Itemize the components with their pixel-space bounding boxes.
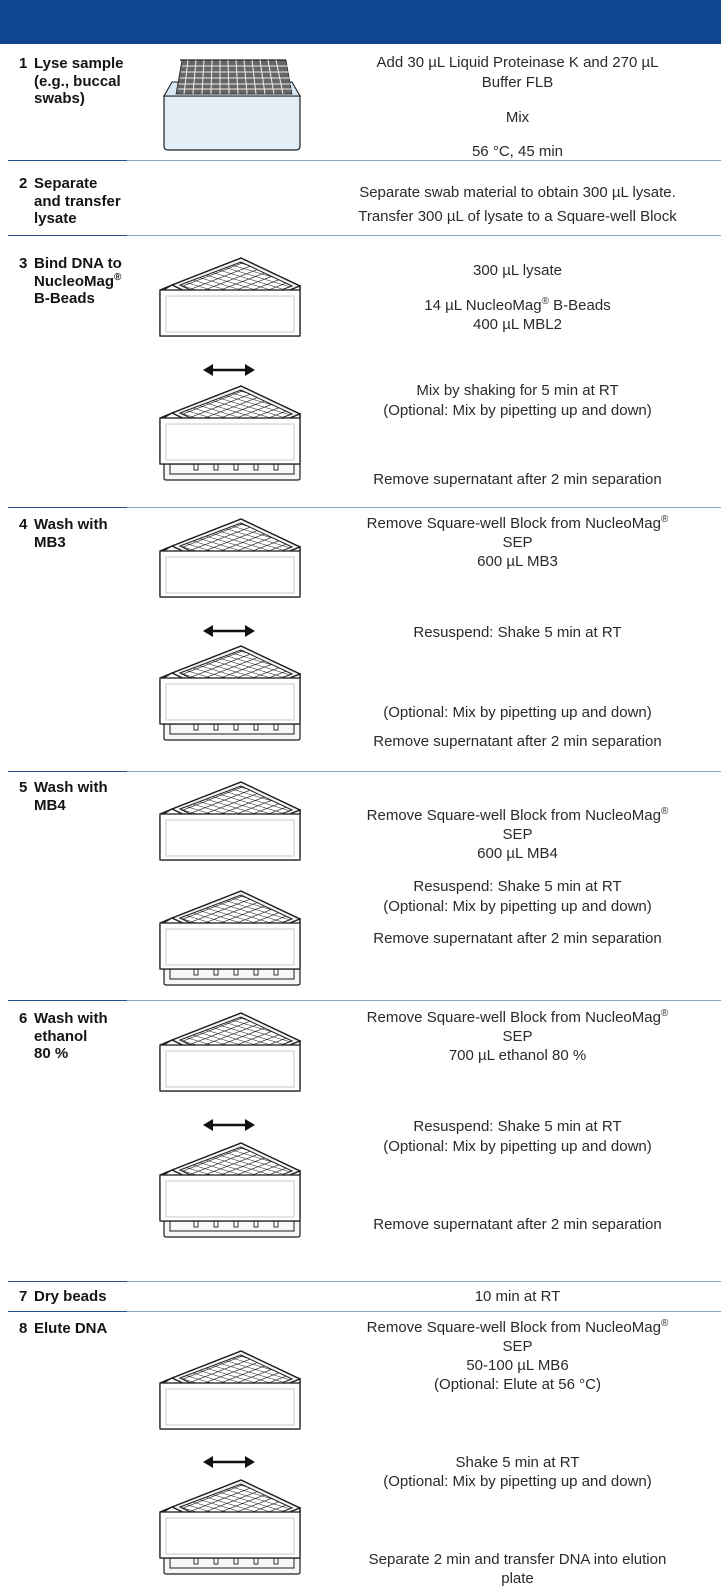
step-6-text-4: Resuspend: Shake 5 min at RT	[413, 1118, 622, 1135]
step-3-text-2: 14 µL NucleoMag® B-Beads	[424, 296, 611, 315]
step-6-text-1: Remove Square-well Block from NucleoMag®	[366, 1008, 669, 1027]
step-8-text-4: (Optional: Elute at 56 °C)	[434, 1376, 601, 1393]
step-4-text-2: SEP	[502, 534, 533, 551]
step-7-text-1: 10 min at RT	[474, 1288, 561, 1305]
step-5-text-5: (Optional: Mix by pipetting up and down)	[383, 898, 652, 915]
step-5-text-2: SEP	[502, 826, 533, 843]
double-arrow-icon	[201, 1454, 257, 1470]
step-7-label: 7 Dry beads	[19, 1288, 107, 1305]
square-well-block-illustration	[159, 1012, 301, 1092]
step-8-text-2: SEP	[502, 1338, 533, 1355]
square-well-block-illustration	[159, 1350, 301, 1430]
step-3-text-6: Remove supernatant after 2 min separatio…	[373, 471, 662, 488]
step-4-text-6: Remove supernatant after 2 min separatio…	[373, 733, 662, 750]
double-arrow-icon	[201, 623, 257, 639]
step-4-text-4: Resuspend: Shake 5 min at RT	[413, 624, 622, 641]
double-arrow-icon	[201, 1117, 257, 1133]
step-6-text-6: Remove supernatant after 2 min separatio…	[373, 1216, 662, 1233]
step-4-text-5: (Optional: Mix by pipetting up and down)	[383, 704, 652, 721]
step-1-label: 1 Lyse sample (e.g., buccal swabs)	[19, 55, 124, 107]
step-4-text-3: 600 µL MB3	[477, 553, 558, 570]
step-8-text-5: Shake 5 min at RT	[455, 1454, 580, 1471]
step-2-label: 2 Separate and transfer lysate	[19, 175, 121, 227]
step-5-label: 5 Wash with MB4	[19, 779, 108, 814]
step-5-text-3: 600 µL MB4	[477, 845, 558, 862]
step-4-text-1: Remove Square-well Block from NucleoMag®	[366, 514, 669, 533]
step-1-text-4: 56 °C, 45 min	[471, 143, 564, 160]
square-well-block-on-magnet-illustration	[159, 1142, 301, 1238]
step-1-text-1: Add 30 µL Liquid Proteinase K and 270 µL	[376, 54, 659, 71]
step-3-text-5: (Optional: Mix by pipetting up and down)	[383, 402, 652, 419]
step-5-text-4: Resuspend: Shake 5 min at RT	[413, 878, 622, 895]
step-8-text-3: 50-100 µL MB6	[466, 1357, 569, 1374]
step-8-text-8: plate	[501, 1570, 534, 1587]
step-1-text-3: Mix	[505, 109, 530, 126]
step-4-label: 4 Wash with MB3	[19, 516, 108, 551]
step-8-text-1: Remove Square-well Block from NucleoMag®	[366, 1318, 669, 1337]
step-5-text-1: Remove Square-well Block from NucleoMag®	[366, 806, 669, 825]
square-well-block-illustration	[159, 518, 301, 598]
step-6-text-2: SEP	[502, 1028, 533, 1045]
step-3-text-3: 400 µL MBL2	[473, 316, 562, 333]
step-3-text-1: 300 µL lysate	[473, 262, 562, 279]
step-3-text-4: Mix by shaking for 5 min at RT	[416, 382, 619, 399]
step-8-text-6: (Optional: Mix by pipetting up and down)	[383, 1473, 652, 1490]
double-arrow-icon	[201, 362, 257, 378]
step-3-label: 3 Bind DNA to NucleoMag® B-Beads	[19, 255, 122, 307]
step-8-text-7: Separate 2 min and transfer DNA into elu…	[368, 1551, 667, 1568]
square-well-block-illustration	[159, 781, 301, 861]
step-2-text-1: Separate swab material to obtain 300 µL …	[359, 184, 676, 201]
step-5-text-6: Remove supernatant after 2 min separatio…	[373, 930, 662, 947]
step-8-label: 8 Elute DNA	[19, 1320, 108, 1337]
square-well-block-illustration	[159, 257, 301, 337]
square-well-block-on-magnet-illustration	[159, 385, 301, 481]
header-bar	[0, 0, 721, 44]
tube-rack-illustration	[163, 59, 301, 151]
step-2-text-2: Transfer 300 µL of lysate to a Square-we…	[358, 208, 677, 225]
step-6-text-5: (Optional: Mix by pipetting up and down)	[383, 1138, 652, 1155]
square-well-block-on-magnet-illustration	[159, 1479, 301, 1575]
step-6-text-3: 700 µL ethanol 80 %	[448, 1047, 587, 1064]
step-6-label: 6 Wash with ethanol 80 %	[19, 1010, 108, 1062]
square-well-block-on-magnet-illustration	[159, 890, 301, 986]
step-1-text-2: Buffer FLB	[481, 74, 554, 91]
square-well-block-on-magnet-illustration	[159, 645, 301, 741]
